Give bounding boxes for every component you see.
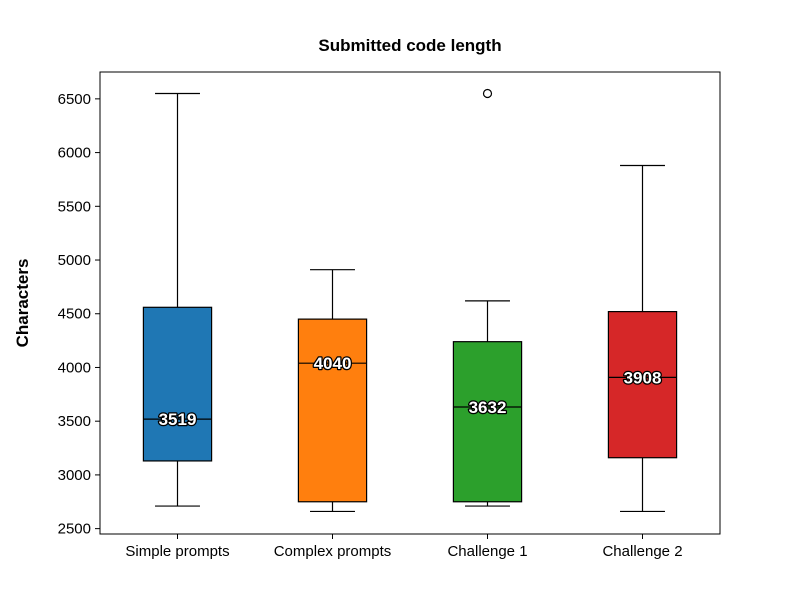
x-tick-label: Simple prompts <box>125 543 229 560</box>
box-3 <box>452 341 523 503</box>
box-1 <box>142 306 213 462</box>
median-value-label: 4040 <box>314 354 352 373</box>
box-2 <box>297 318 368 503</box>
plot-frame <box>99 71 721 535</box>
y-tick-label: 3000 <box>58 467 91 484</box>
y-tick-label: 5500 <box>58 198 91 215</box>
y-axis-label: Characters <box>13 259 32 348</box>
x-tick-label: Challenge 1 <box>447 543 527 560</box>
y-tick-label: 3500 <box>58 413 91 430</box>
y-tick-label: 4000 <box>58 359 91 376</box>
y-tick-label: 6500 <box>58 91 91 108</box>
y-tick-label: 2500 <box>58 521 91 538</box>
median-value-label: 3908 <box>624 368 662 387</box>
y-tick-label: 6000 <box>58 145 91 162</box>
y-tick-label: 4500 <box>58 306 91 323</box>
x-tick-label: Complex prompts <box>274 543 392 560</box>
x-tick-label: Challenge 2 <box>602 543 682 560</box>
y-tick-label: 5000 <box>58 252 91 269</box>
box-4 <box>607 310 678 459</box>
median-value-label: 3632 <box>469 398 507 417</box>
median-value-label: 3519 <box>159 410 197 429</box>
outlier-point <box>482 88 493 99</box>
plot-area: 2500 3000 3500 4000 4500 5000 5500 6000 6500 Simp… <box>58 88 683 560</box>
chart-title: Submitted code length <box>318 36 501 55</box>
